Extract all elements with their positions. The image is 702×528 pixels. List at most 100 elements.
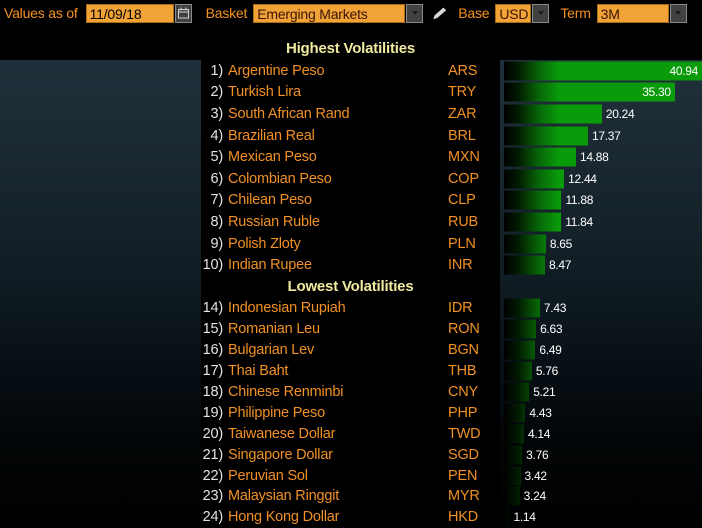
basket-dropdown-button[interactable] xyxy=(406,3,424,23)
currency-row[interactable]: 6) Colombian Peso COP 12.44 xyxy=(0,168,702,190)
bar-track: 11.84 xyxy=(504,211,702,233)
volatility-bar xyxy=(504,234,546,254)
bar-value: 1.14 xyxy=(513,510,536,525)
rows: Highest Volatilities 1) Argentine Peso ARS 4… xyxy=(0,38,702,528)
volatility-bar xyxy=(504,190,562,210)
row-rank: 5) xyxy=(210,149,224,166)
currency-row[interactable]: 7) Chilean Peso CLP 11.88 xyxy=(0,190,702,212)
currency-code: ZAR xyxy=(448,105,477,122)
bar-track: 12.44 xyxy=(504,168,702,190)
currency-name: Taiwanese Dollar xyxy=(228,425,336,442)
currency-row[interactable]: 4) Brazilian Real BRL 17.37 xyxy=(0,125,702,147)
bar-value: 40.94 xyxy=(669,63,698,78)
currency-name: Chinese Renminbi xyxy=(228,383,344,400)
currency-row[interactable]: 2) Turkish Lira TRY 35.30 xyxy=(0,82,702,104)
row-rank: 6) xyxy=(210,170,224,187)
volatility-bar xyxy=(504,445,523,465)
row-rank: 18) xyxy=(202,383,224,400)
currency-code: CNY xyxy=(448,383,479,400)
volatility-bar xyxy=(504,82,675,102)
bar-track: 40.94 xyxy=(504,60,702,82)
volatility-bar xyxy=(504,255,545,275)
bar-track: 4.14 xyxy=(504,423,702,444)
edit-basket-button[interactable] xyxy=(431,6,448,21)
calendar-button[interactable] xyxy=(174,3,192,23)
currency-row[interactable]: 1) Argentine Peso ARS 40.94 xyxy=(0,60,702,82)
bar-track: 8.65 xyxy=(504,233,702,255)
bar-value: 4.14 xyxy=(528,426,551,441)
currency-row[interactable]: 19) Philippine Peso PHP 4.43 xyxy=(0,402,702,423)
volatility-bar xyxy=(504,126,588,146)
currency-name: Bulgarian Lev xyxy=(228,342,315,359)
bar-track: 7.43 xyxy=(504,298,702,319)
currency-name: Philippine Peso xyxy=(228,404,325,421)
currency-name: Russian Ruble xyxy=(228,213,320,230)
row-rank: 2) xyxy=(210,84,224,101)
currency-row[interactable]: 5) Mexican Peso MXN 14.88 xyxy=(0,146,702,168)
currency-code: INR xyxy=(448,257,473,274)
volatility-bar xyxy=(504,212,562,232)
section: Lowest Volatilities 14) Indonesian Rupiah I… xyxy=(0,275,702,528)
term-select[interactable]: 3M xyxy=(596,3,669,23)
currency-code: IDR xyxy=(448,300,473,317)
bar-track: 5.76 xyxy=(504,361,702,382)
currency-row[interactable]: 24) Hong Kong Dollar HKD 1.14 xyxy=(0,507,702,528)
bar-value: 12.44 xyxy=(568,171,597,186)
currency-name: Malaysian Ringgit xyxy=(228,488,340,505)
chevron-down-icon xyxy=(411,11,418,15)
base-dropdown-button[interactable] xyxy=(532,3,550,23)
toolbar: Values as of 11/09/18 Basket Emerging Ma… xyxy=(0,0,702,26)
currency-name: Chilean Peso xyxy=(228,192,312,209)
currency-code: TWD xyxy=(448,425,481,442)
bar-value: 6.63 xyxy=(540,322,563,337)
currency-code: RON xyxy=(448,321,480,338)
currency-row[interactable]: 17) Thai Baht THB 5.76 xyxy=(0,361,702,382)
volatility-bar xyxy=(504,340,536,360)
currency-row[interactable]: 8) Russian Ruble RUB 11.84 xyxy=(0,211,702,233)
row-rank: 19) xyxy=(202,404,224,421)
bar-value: 3.24 xyxy=(523,489,546,504)
section-title: Lowest Volatilities xyxy=(201,275,500,298)
basket-label: Basket xyxy=(205,5,248,21)
currency-name: Hong Kong Dollar xyxy=(228,509,340,526)
calendar-icon xyxy=(177,7,189,19)
volatility-bar xyxy=(504,169,565,189)
bar-track: 14.88 xyxy=(504,146,702,168)
currency-name: Colombian Peso xyxy=(228,170,332,187)
bar-track: 6.63 xyxy=(504,319,702,340)
bar-track: 3.24 xyxy=(504,486,702,507)
currency-name: Brazilian Real xyxy=(228,127,315,144)
base-select[interactable]: USD xyxy=(495,3,532,23)
currency-code: PLN xyxy=(448,235,476,252)
date-input[interactable]: 11/09/18 xyxy=(85,3,174,23)
chevron-down-icon xyxy=(675,11,682,15)
currency-row[interactable]: 23) Malaysian Ringgit MYR 3.24 xyxy=(0,486,702,507)
currency-name: Indonesian Rupiah xyxy=(228,300,346,317)
row-rank: 15) xyxy=(202,321,224,338)
currency-row[interactable]: 3) South African Rand ZAR 20.24 xyxy=(0,103,702,125)
basket-select[interactable]: Emerging Markets xyxy=(253,3,406,23)
term-dropdown-button[interactable] xyxy=(669,3,687,23)
section-title: Highest Volatilities xyxy=(201,38,500,60)
currency-row[interactable]: 20) Taiwanese Dollar TWD 4.14 xyxy=(0,423,702,444)
bar-value: 3.42 xyxy=(524,468,547,483)
currency-row[interactable]: 14) Indonesian Rupiah IDR 7.43 xyxy=(0,298,702,319)
bar-value: 8.65 xyxy=(549,236,572,251)
currency-name: Singapore Dollar xyxy=(228,446,333,463)
bar-track: 11.88 xyxy=(504,190,702,212)
currency-row[interactable]: 18) Chinese Renminbi CNY 5.21 xyxy=(0,382,702,403)
currency-code: BGN xyxy=(448,342,479,359)
currency-row[interactable]: 21) Singapore Dollar SGD 3.76 xyxy=(0,444,702,465)
currency-code: ARS xyxy=(448,62,478,79)
currency-row[interactable]: 22) Peruvian Sol PEN 3.42 xyxy=(0,465,702,486)
currency-row[interactable]: 15) Romanian Leu RON 6.63 xyxy=(0,319,702,340)
row-rank: 16) xyxy=(202,342,224,359)
row-rank: 7) xyxy=(210,192,224,209)
currency-row[interactable]: 16) Bulgarian Lev BGN 6.49 xyxy=(0,340,702,361)
currency-code: SGD xyxy=(448,446,479,463)
term-label: Term xyxy=(560,5,591,21)
chevron-down-icon xyxy=(537,11,544,15)
bar-value: 20.24 xyxy=(605,106,635,121)
currency-row[interactable]: 10) Indian Rupee INR 8.47 xyxy=(0,254,702,276)
currency-row[interactable]: 9) Polish Zloty PLN 8.65 xyxy=(0,233,702,255)
